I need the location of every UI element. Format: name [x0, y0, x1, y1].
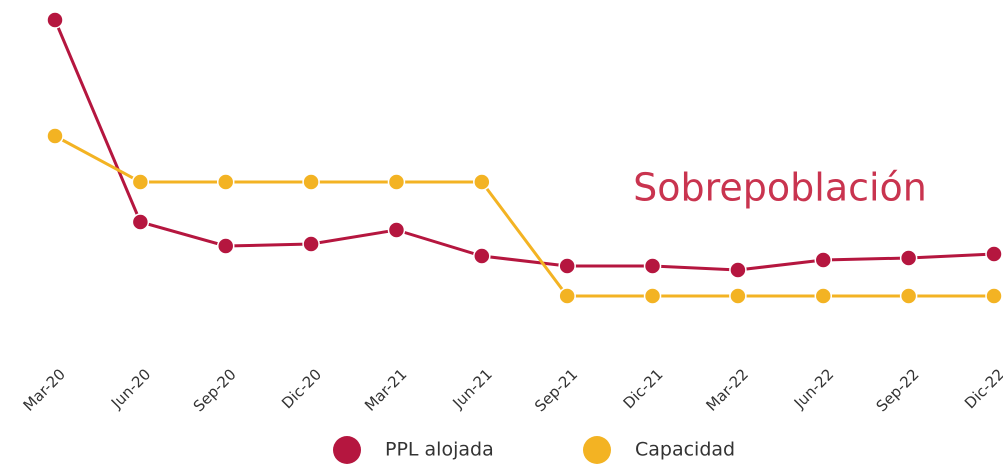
- point: [985, 245, 1003, 263]
- annotation: Sobrepoblación: [633, 166, 927, 210]
- point: [899, 249, 918, 267]
- legend-swatch: [583, 436, 611, 464]
- x-tick-label: Jun-21: [448, 365, 495, 412]
- point: [302, 235, 320, 253]
- x-tick-label: Mar-21: [361, 365, 410, 414]
- point: [899, 287, 918, 305]
- point: [473, 173, 491, 191]
- x-tick-label: Sep-20: [190, 365, 240, 415]
- legend-label: PPL alojada: [385, 439, 494, 461]
- point: [473, 247, 491, 265]
- point: [131, 213, 150, 231]
- point: [216, 173, 235, 191]
- x-tick-label: Mar-20: [20, 365, 69, 414]
- x-tick-label: Sep-21: [531, 365, 581, 415]
- point: [985, 287, 1003, 305]
- point: [729, 287, 747, 305]
- x-tick-label: Dic-21: [620, 365, 667, 412]
- point: [302, 173, 320, 191]
- point: [814, 251, 833, 269]
- point: [643, 287, 662, 305]
- x-tick-label: Dic-20: [278, 365, 325, 412]
- x-tick-label: Jun-22: [790, 365, 837, 412]
- point: [729, 261, 747, 279]
- legend-swatch: [333, 436, 361, 464]
- x-tick-label: Dic-22: [961, 365, 1003, 412]
- point: [643, 257, 662, 275]
- point: [46, 11, 64, 29]
- point: [558, 257, 576, 275]
- legend-label: Capacidad: [635, 439, 735, 461]
- x-tick-label: Sep-22: [873, 365, 923, 415]
- x-tick-label: Mar-22: [703, 365, 752, 414]
- point: [387, 221, 406, 239]
- x-tick-label: Jun-20: [107, 365, 154, 412]
- point: [814, 287, 833, 305]
- point: [558, 287, 576, 305]
- series-line: [54, 134, 994, 298]
- point: [216, 237, 235, 255]
- point: [387, 173, 406, 191]
- point: [131, 173, 150, 191]
- point: [46, 127, 64, 145]
- series-line: [53, 19, 995, 272]
